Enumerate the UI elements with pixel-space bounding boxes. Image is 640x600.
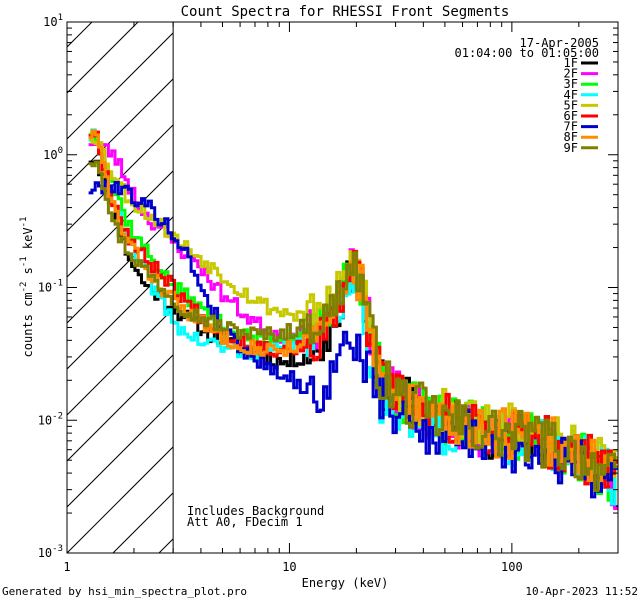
time-range-label: 01:04:00 to 01:05:00 (455, 46, 600, 60)
y-tick-label: 100 (43, 146, 63, 162)
hatch-line (619, 22, 640, 553)
series-9F-line (88, 160, 618, 492)
y-tick-label: 10-2 (38, 411, 63, 427)
date-label: 17-Apr-2005 (520, 36, 599, 50)
y-axis-label: counts cm-2 s-1 keV-1 (19, 217, 35, 358)
y-tick-label: 101 (43, 13, 63, 29)
hatch-line (67, 446, 174, 553)
legend-label-2F: 2F (564, 67, 578, 81)
x-axis-label: Energy (keV) (302, 576, 389, 590)
y-tick-label: 10-3 (38, 544, 63, 560)
y-tick-label: 10-1 (38, 279, 63, 295)
hatch-line (67, 216, 174, 324)
x-tick-label: 1 (63, 560, 70, 574)
series-7F-line (88, 179, 618, 499)
legend-label-9F: 9F (564, 141, 578, 155)
x-tick-label: 100 (501, 560, 523, 574)
hatch-line (67, 262, 174, 370)
series-lines (88, 128, 618, 510)
x-tick-label: 10 (282, 560, 296, 574)
hatch-line (67, 400, 174, 508)
background-note: Includes Background (187, 504, 324, 518)
timestamp-label: 10-Apr-2023 11:52 (525, 585, 638, 598)
attenuator-note: Att A0, FDecim 1 (187, 515, 303, 529)
chart-title: Count Spectra for RHESSI Front Segments (181, 4, 510, 20)
legend-label-8F: 8F (564, 130, 578, 144)
hatch-line (67, 78, 174, 186)
legend-label-4F: 4F (564, 88, 578, 102)
legend-label-5F: 5F (564, 98, 578, 112)
hatched-region (67, 22, 640, 553)
legend-label-7F: 7F (564, 120, 578, 134)
x-axis: 1 10 100 (63, 22, 619, 574)
legend-label-6F: 6F (564, 109, 578, 123)
legend-label-1F: 1F (564, 56, 578, 70)
legend-label-3F: 3F (564, 77, 578, 91)
y-axis: 10-3 10-2 10-1 100 101 (38, 13, 618, 560)
series-8F-line (88, 129, 618, 483)
hatch-line (67, 32, 174, 140)
generated-by-label: Generated by hsi_min_spectra_plot.pro (2, 585, 247, 598)
